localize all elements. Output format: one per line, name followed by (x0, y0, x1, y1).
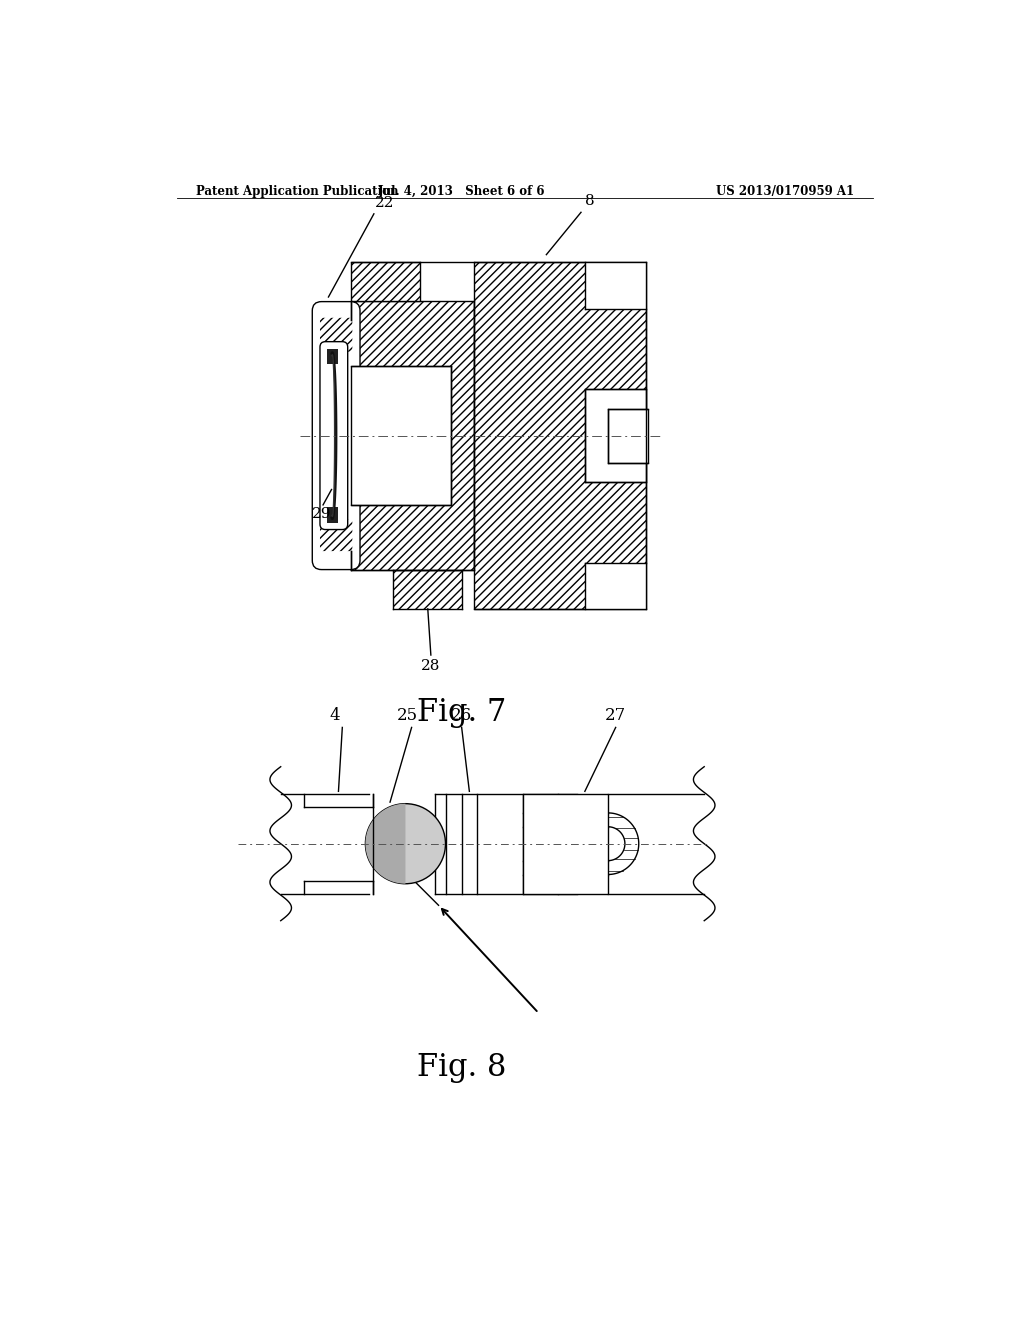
Text: 28: 28 (421, 659, 440, 673)
Text: 29: 29 (311, 507, 331, 521)
Text: 4: 4 (330, 708, 340, 725)
Bar (585, 562, 646, 609)
Bar (351, 263, 420, 301)
Bar (393, 570, 463, 609)
Bar (523, 793, 608, 894)
Bar (327, 507, 338, 523)
Text: 8: 8 (585, 194, 595, 209)
Bar (585, 389, 646, 482)
Bar (327, 348, 338, 364)
Text: 27: 27 (605, 708, 627, 725)
FancyBboxPatch shape (319, 342, 348, 529)
Bar (351, 367, 451, 506)
Bar (608, 409, 648, 462)
Text: 22: 22 (376, 195, 395, 210)
Text: Fig. 8: Fig. 8 (417, 1052, 506, 1082)
Polygon shape (366, 804, 406, 884)
Circle shape (366, 804, 445, 884)
Text: Patent Application Publication: Patent Application Publication (196, 185, 398, 198)
Text: US 2013/0170959 A1: US 2013/0170959 A1 (716, 185, 854, 198)
Text: 25: 25 (397, 708, 419, 725)
Bar (351, 301, 474, 570)
FancyBboxPatch shape (312, 302, 360, 570)
Bar (585, 263, 646, 309)
Text: 26: 26 (452, 708, 472, 725)
Text: Jul. 4, 2013   Sheet 6 of 6: Jul. 4, 2013 Sheet 6 of 6 (378, 185, 546, 198)
Text: Fig. 7: Fig. 7 (417, 697, 506, 729)
Bar (474, 263, 646, 609)
